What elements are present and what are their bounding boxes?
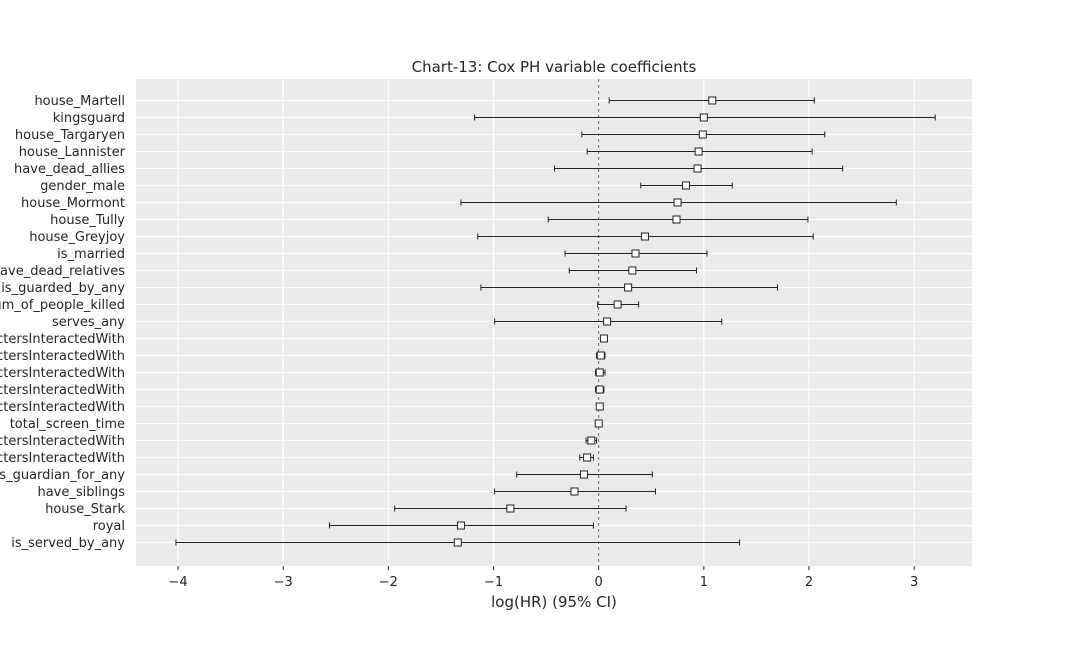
coefficient-row	[585, 436, 598, 445]
coefficient-row	[595, 402, 604, 411]
y-tick-label: have_dead_relatives	[0, 264, 125, 279]
y-tick-label: have_dead_allies	[14, 162, 125, 177]
x-tick-label: −4	[168, 575, 187, 590]
coefficient-marker	[681, 181, 690, 190]
coefficient-marker	[624, 283, 633, 292]
y-tick-label: house_Lannister	[19, 145, 126, 160]
coefficient-row	[599, 334, 608, 343]
coefficient-row	[394, 504, 627, 513]
coefficient-row	[480, 283, 778, 292]
coefficient-marker	[583, 453, 592, 462]
coefficient-row	[596, 351, 606, 360]
y-tick-label: house_Tully	[50, 213, 125, 228]
x-tick-label: −1	[484, 575, 503, 590]
x-axis-label: log(HR) (95% CI)	[491, 593, 617, 611]
coefficient-row	[494, 317, 723, 326]
coefficient-row	[554, 164, 844, 173]
coefficient-marker	[595, 385, 604, 394]
y-tick-label: num_of_people_killed	[0, 298, 125, 313]
coefficient-row	[568, 266, 697, 275]
coefficient-marker	[570, 487, 579, 496]
y-tick-label: charactersInteractedWith	[0, 451, 125, 466]
coefficient-marker	[672, 215, 681, 224]
coefficient-marker	[595, 402, 604, 411]
coefficient-marker	[699, 113, 708, 122]
x-tick-label: 0	[595, 575, 603, 590]
y-tick-label: house_Targaryen	[15, 128, 125, 143]
coefficient-marker	[594, 419, 603, 428]
coefficient-row	[477, 232, 814, 241]
coefficient-row	[595, 385, 605, 394]
coefficient-marker	[693, 164, 702, 173]
coefficient-row	[494, 487, 656, 496]
y-tick-label: royal	[93, 519, 125, 534]
coefficient-row	[586, 147, 813, 156]
coefficient-row	[175, 538, 741, 547]
y-tick-label: charactersInteractedWith	[0, 349, 125, 364]
coefficient-marker	[579, 470, 588, 479]
y-tick-label: is_married	[57, 247, 125, 262]
y-tick-label: house_Stark	[45, 502, 125, 517]
coefficient-row	[595, 368, 606, 377]
coefficient-row	[579, 453, 594, 462]
coefficient-marker	[595, 368, 604, 377]
coefficient-row	[547, 215, 809, 224]
x-tick-label: −3	[274, 575, 293, 590]
x-tick-label: 1	[700, 575, 708, 590]
y-tick-label: total_screen_time	[10, 417, 125, 432]
coefficient-row	[328, 521, 594, 530]
x-tick-label: 3	[910, 575, 918, 590]
y-tick-label: is_guardian_for_any	[0, 468, 125, 483]
coefficient-marker	[603, 317, 612, 326]
plot-area	[136, 79, 972, 566]
coefficient-marker	[587, 436, 596, 445]
coefficient-row	[594, 419, 603, 428]
y-tick-label: charactersInteractedWith	[0, 366, 125, 381]
coefficient-row	[597, 300, 640, 309]
y-tick-label: charactersInteractedWith	[0, 434, 125, 449]
x-tick-label: 2	[805, 575, 813, 590]
coefficient-marker	[640, 232, 649, 241]
coefficient-marker	[453, 538, 462, 547]
y-tick-label: charactersInteractedWith	[0, 383, 125, 398]
coefficient-marker	[456, 521, 465, 530]
y-tick-labels: house_Martell kingsguard house_Targaryenho…	[0, 94, 126, 551]
y-tick-label: is_served_by_any	[11, 536, 125, 551]
coefficient-marker	[628, 266, 637, 275]
coefficient-marker	[596, 351, 605, 360]
y-tick-label: charactersInteractedWith	[0, 400, 125, 415]
y-tick-label: kingsguard	[53, 111, 125, 126]
coefficient-marker	[708, 96, 717, 105]
y-tick-label: gender_male	[40, 179, 125, 194]
x-tick-label: −2	[379, 575, 398, 590]
coefficient-row	[516, 470, 653, 479]
coefficient-marker	[631, 249, 640, 258]
coefficient-row	[460, 198, 897, 207]
y-tick-label: house_Martell	[34, 94, 125, 109]
coefficient-marker	[673, 198, 682, 207]
y-tick-label: house_Greyjoy	[29, 230, 125, 245]
coefficient-marker	[613, 300, 622, 309]
coefficient-marker	[506, 504, 515, 513]
coefficient-row	[608, 96, 815, 105]
y-tick-label: serves_any	[52, 315, 125, 330]
coefficient-marker	[698, 130, 707, 139]
coefficient-row	[640, 181, 733, 190]
coefficient-row	[581, 130, 826, 139]
chart-title: Chart-13: Cox PH variable coefficients	[412, 58, 697, 76]
coefficient-marker	[694, 147, 703, 156]
coefficient-row	[564, 249, 708, 258]
y-tick-label: have_siblings	[37, 485, 125, 500]
coefficient-row	[474, 113, 936, 122]
y-tick-label: is_guarded_by_any	[1, 281, 125, 296]
y-tick-label: charactersInteractedWith	[0, 332, 125, 347]
y-tick-label: house_Mormont	[21, 196, 125, 211]
coefficient-marker	[599, 334, 608, 343]
